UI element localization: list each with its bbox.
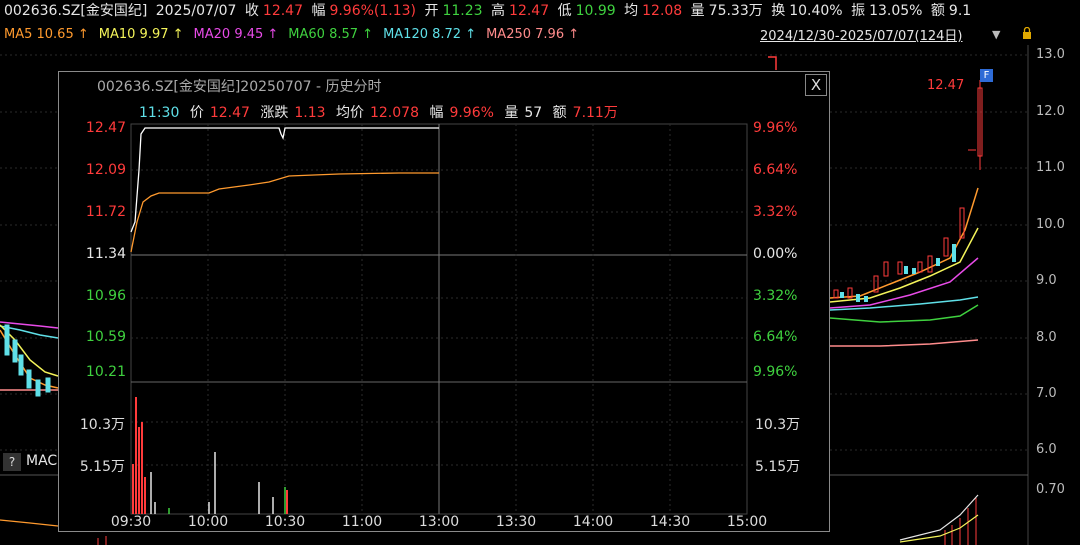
quote-header: 002636.SZ[金安国纪] 2025/07/07 收 12.47 幅 9.96%… — [0, 0, 1080, 22]
info-price: 12.47 — [209, 105, 250, 121]
chevron-down-icon[interactable]: ▼ — [992, 28, 1001, 41]
popup-title: 002636.SZ[金安国纪]20250707 - 历史分时 — [97, 79, 382, 95]
price-axis-label: 7.0 — [1036, 386, 1057, 401]
ma-legend-item: MA5 10.65 ↑ — [4, 27, 89, 42]
intraday-info: 11:30 价 12.47 涨跌 1.13 均价 12.078 幅 9.96% 量 57 … — [139, 102, 624, 122]
info-price-label: 价 — [189, 105, 204, 121]
ma-legend-item: MA10 9.97 ↑ — [98, 27, 184, 42]
ma-legend-item: MA60 8.57 ↑ — [288, 27, 374, 42]
open-label: 开 — [424, 3, 439, 19]
popup-time-axis-label: 14:30 — [649, 514, 691, 530]
amount-label: 额 — [930, 3, 945, 19]
popup-time-axis-label: 11:00 — [341, 514, 383, 530]
info-amt-label: 额 — [552, 105, 567, 121]
change-value: 9.96%(1.13) — [329, 3, 417, 19]
popup-time-axis-label: 15:00 — [726, 514, 768, 530]
popup-time-axis-label: 10:30 — [264, 514, 306, 530]
close-button[interactable]: X — [805, 74, 827, 96]
amplitude-value: 13.05% — [869, 3, 923, 19]
info-avg-label: 均价 — [335, 105, 364, 121]
popup-pct-axis-label: 6.64% — [753, 162, 798, 178]
avg-label: 均 — [624, 3, 639, 19]
popup-price-axis-label: 10.96 — [85, 288, 126, 304]
popup-time-axis-label: 13:30 — [495, 514, 537, 530]
avg-value: 12.08 — [642, 3, 683, 19]
low-label: 低 — [557, 3, 572, 19]
volume-value: 75.33万 — [708, 3, 763, 19]
amount-value: 9.1 — [948, 3, 972, 19]
ma-legend-item: MA250 7.96 ↑ — [486, 27, 580, 42]
turnover-value: 10.40% — [789, 3, 843, 19]
popup-time-axis-label: 14:00 — [572, 514, 614, 530]
popup-price-axis-label: 10.59 — [85, 329, 126, 345]
price-axis-label: 12.0 — [1036, 104, 1065, 119]
price-axis-label: 11.0 — [1036, 160, 1065, 175]
high-label: 高 — [491, 3, 506, 19]
amplitude-label: 振 — [851, 3, 866, 19]
ma-legend: MA5 10.65 ↑ MA10 9.97 ↑ MA20 9.45 ↑ MA60 8.… — [0, 24, 589, 46]
lock-icon[interactable] — [1022, 27, 1032, 39]
close-label: 收 — [244, 3, 259, 19]
popup-time-axis-label: 09:30 — [110, 514, 152, 530]
quote-date: 2025/07/07 — [155, 3, 237, 19]
price-axis-label: 8.0 — [1036, 330, 1057, 345]
stock-code: 002636.SZ[金安国纪] — [4, 3, 148, 19]
popup-price-axis-label: 10.21 — [85, 364, 126, 380]
price-axis-label: 9.0 — [1036, 273, 1057, 288]
ma-legend-item: MA120 8.72 ↑ — [383, 27, 477, 42]
popup-volume-axis-label: 5.15万 — [755, 459, 801, 475]
info-vol-label: 量 — [504, 105, 519, 121]
info-pct: 9.96% — [449, 105, 494, 121]
low-value: 10.99 — [575, 3, 616, 19]
popup-pct-axis-label: 3.32% — [753, 288, 798, 304]
popup-volume-axis-label: 5.15万 — [79, 459, 125, 475]
help-button[interactable]: ? — [3, 453, 21, 471]
popup-price-axis-label: 12.09 — [85, 162, 126, 178]
popup-pct-axis-label: 0.00% — [753, 246, 798, 262]
price-tag: 12.47 — [927, 78, 965, 93]
popup-pct-axis-label: 9.96% — [753, 120, 798, 136]
popup-pct-axis-label: 3.32% — [753, 204, 798, 220]
price-axis-label: 10.0 — [1036, 217, 1065, 232]
popup-time-axis-label: 10:00 — [187, 514, 229, 530]
price-axis-label: 0.70 — [1036, 482, 1065, 497]
popup-price-axis-label: 11.34 — [85, 246, 126, 262]
close-value: 12.47 — [262, 3, 303, 19]
volume-label: 量 — [690, 3, 705, 19]
high-value: 12.47 — [509, 3, 550, 19]
info-avg: 12.078 — [369, 105, 419, 121]
popup-volume-axis-label: 10.3万 — [755, 417, 801, 433]
info-chg-label: 涨跌 — [260, 105, 289, 121]
popup-price-axis-label: 12.47 — [85, 120, 126, 136]
intraday-chart — [130, 123, 748, 515]
info-pct-label: 幅 — [429, 105, 444, 121]
price-axis-label: 13.0 — [1036, 47, 1065, 62]
turnover-label: 换 — [771, 3, 786, 19]
price-axis-label: 6.0 — [1036, 442, 1057, 457]
popup-pct-axis-label: 6.64% — [753, 329, 798, 345]
open-value: 11.23 — [442, 3, 483, 19]
info-amt: 7.11万 — [572, 105, 618, 121]
info-vol: 57 — [524, 105, 543, 121]
popup-pct-axis-label: 9.96% — [753, 364, 798, 380]
popup-time-axis-label: 13:00 — [418, 514, 460, 530]
popup-price-axis-label: 11.72 — [85, 204, 126, 220]
info-chg: 1.13 — [294, 105, 326, 121]
macd-indicator-label[interactable]: MAC — [26, 453, 58, 469]
popup-volume-axis-label: 10.3万 — [79, 417, 125, 433]
f-badge[interactable]: F — [980, 69, 993, 82]
date-range-selector[interactable]: 2024/12/30-2025/07/07(124日) — [760, 29, 963, 44]
intraday-popup: 002636.SZ[金安国纪]20250707 - 历史分时 X 11:30 价… — [58, 71, 830, 532]
info-time: 11:30 — [139, 105, 180, 121]
ma-legend-item: MA20 9.45 ↑ — [193, 27, 279, 42]
change-label: 幅 — [311, 3, 326, 19]
